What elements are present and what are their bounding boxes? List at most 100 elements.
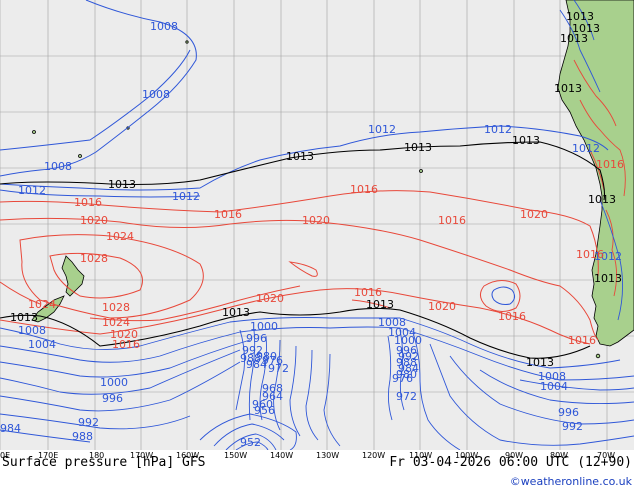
isobar-label: 996	[396, 344, 417, 357]
isobar-label: 992	[242, 344, 263, 357]
isobar-label: 1024	[28, 298, 56, 311]
blue-isobars-south	[0, 199, 634, 451]
isobar-label: 996	[558, 406, 579, 419]
isobar-label: 980	[396, 368, 417, 381]
isobar-label: 1013	[222, 306, 250, 319]
isobar-label: 952	[240, 436, 261, 449]
isobar-label: 1000	[250, 320, 278, 333]
isobar-label: 1013	[526, 356, 554, 369]
isobar-label: 1012	[368, 123, 396, 136]
isobar-label: 996	[102, 392, 123, 405]
isobar-label: 968	[262, 382, 283, 395]
isobar-label: 1013	[286, 150, 314, 163]
isobar-label: 956	[254, 404, 275, 417]
isobar-label: 1013	[588, 193, 616, 206]
lon-label: 130W	[316, 451, 339, 460]
isobar-label: 1016	[112, 338, 140, 351]
isobar-label: 1020	[520, 208, 548, 221]
isobar-label: 1020	[428, 300, 456, 313]
lon-label: 160W	[176, 451, 199, 460]
isobar-label: 1016	[354, 286, 382, 299]
isobar-label: 1008	[44, 160, 72, 173]
blue-isobars-north	[0, 0, 609, 198]
isobar-label: 976	[392, 372, 413, 385]
isobar-label: 964	[262, 390, 283, 403]
isobar-label: 988	[396, 356, 417, 369]
map-title: Surface pressure [hPa] GFS	[2, 455, 206, 470]
island	[78, 154, 82, 158]
isobar-label: 1012	[594, 250, 622, 263]
isobar-label: 1016	[438, 214, 466, 227]
isobar-label: 1016	[74, 196, 102, 209]
isobar-label: 1013	[512, 134, 540, 147]
isobar-label: 1028	[102, 301, 130, 314]
lon-label: 170E	[38, 451, 58, 460]
small-low	[491, 286, 516, 305]
blue-isobars-northeast	[559, 0, 601, 93]
isobar-label: 1013	[108, 178, 136, 191]
nz-north-island	[61, 255, 85, 297]
isobar-label: 984	[0, 422, 21, 435]
footer-strip	[0, 450, 634, 490]
isobar-label: 1012	[572, 142, 600, 155]
isobar-label: 1013	[366, 298, 394, 311]
isobar-label: 1008	[378, 316, 406, 329]
longitude-labels: 0E 170E 180 170W 160W 150W 140W 130W 120…	[0, 451, 615, 460]
isobar-label: 1008	[538, 370, 566, 383]
isobar-label: 1024	[102, 316, 130, 329]
credit-link[interactable]: ©weatheronline.co.uk	[510, 475, 633, 488]
isobar-label: 1016	[214, 208, 242, 221]
island	[419, 169, 423, 173]
isobar-label: 1020	[80, 214, 108, 227]
andes-isobars	[573, 59, 626, 297]
black-isobar-south	[0, 307, 591, 359]
lon-label: 170W	[130, 451, 153, 460]
isobar-label: 1016	[498, 310, 526, 323]
lon-label: 80W	[550, 451, 568, 460]
isobar-label: 984	[398, 362, 419, 375]
isobar-label: 1008	[18, 324, 46, 337]
red-isobars	[0, 190, 599, 345]
isobar-label: 1024	[106, 230, 134, 243]
isobar-label: 1013	[10, 311, 38, 324]
isobar-label: 1016	[568, 334, 596, 347]
isobar-label: 1012	[18, 184, 46, 197]
isobar-label: 1008	[142, 88, 170, 101]
lon-label: 100W	[455, 451, 478, 460]
isobar-label: 992	[78, 416, 99, 429]
graticule	[0, 0, 634, 450]
isobar-label: 976	[262, 354, 283, 367]
lon-label: 120W	[362, 451, 385, 460]
isobar-label: 1028	[80, 252, 108, 265]
isobar-label: 1016	[576, 248, 604, 261]
isobar-label: 972	[396, 390, 417, 403]
isobar-label: 1013	[566, 10, 594, 23]
isobar-label: 1013	[572, 22, 600, 35]
valid-time: Fr 03-04-2026 06:00 UTC (12+90)	[389, 455, 632, 470]
isobar-labels-black: 1013 1013 1013 1013 1013 1013 1013 1013 …	[10, 10, 622, 369]
ocean-background	[0, 0, 634, 450]
isobar-label: 1020	[256, 292, 284, 305]
isobar-label: 1020	[302, 214, 330, 227]
isobar-label: 984	[246, 358, 267, 371]
lon-label: 0E	[0, 451, 10, 460]
isobar-label: 960	[252, 398, 273, 411]
isobar-labels-blue: 1008 1008 1012 1012 1012 1012 1008 1012 …	[0, 20, 622, 449]
isobar-label: 1020	[110, 328, 138, 341]
isobar-label: 1012	[172, 190, 200, 203]
isobar-label: 1004	[540, 380, 568, 393]
isobar-label: 1004	[388, 326, 416, 339]
isobar-label: 992	[562, 420, 583, 433]
lon-label: 90W	[505, 451, 523, 460]
isobar-label: 1013	[560, 32, 588, 45]
isobar-label: 1008	[150, 20, 178, 33]
lon-label: 180	[89, 451, 104, 460]
island	[32, 130, 36, 134]
isobar-label: 1013	[554, 82, 582, 95]
isobar-label: 996	[246, 332, 267, 345]
island	[185, 40, 189, 44]
isobar-label: 988	[240, 352, 261, 365]
isobar-label: 1013	[404, 141, 432, 154]
isobar-label: 1013	[594, 272, 622, 285]
